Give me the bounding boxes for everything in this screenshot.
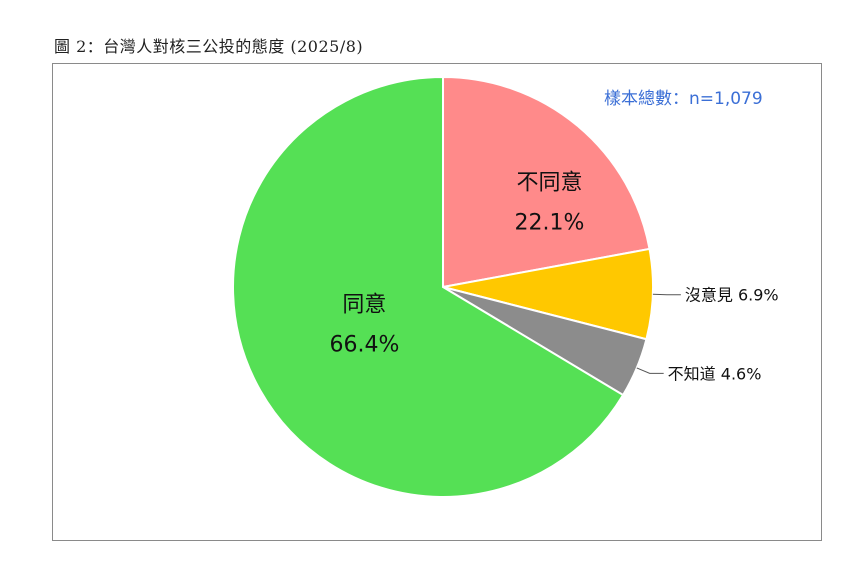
sample-size-label: 樣本總數：n=1,079 [604, 89, 763, 109]
slice-label-outside-2: 沒意見 6.9% [685, 286, 779, 305]
slice-label-value-1: 22.1% [515, 211, 585, 236]
leader-line-3 [636, 367, 664, 374]
figure-title: 圖 2：台灣人對核三公投的態度 (2025/8) [54, 37, 364, 56]
slice-label-category-1: 不同意 [516, 171, 582, 196]
slice-label-category-4: 同意 [342, 292, 386, 317]
slice-label-value-4: 66.4% [329, 332, 399, 357]
pie-slice-4 [232, 75, 625, 498]
pie-slice-1 [442, 75, 651, 289]
slice-label-outside-3: 不知道 4.6% [668, 364, 762, 383]
